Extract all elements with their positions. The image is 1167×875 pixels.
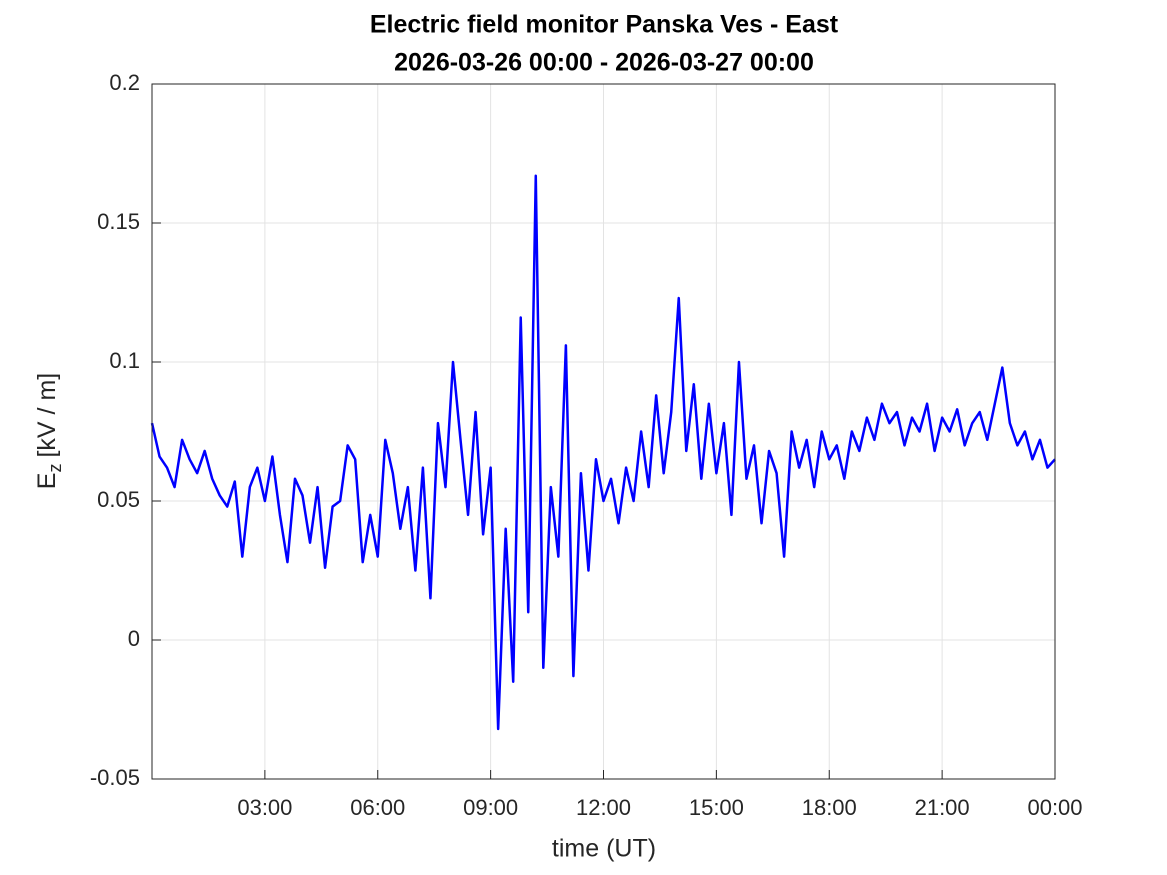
axes-box bbox=[151, 83, 1056, 780]
x-tick-label: 21:00 bbox=[915, 795, 970, 820]
x-tick-label: 09:00 bbox=[463, 795, 518, 820]
y-axis-label-subscript: z bbox=[45, 464, 65, 473]
data-line bbox=[150, 174, 1056, 731]
x-tick-label: 06:00 bbox=[350, 795, 405, 820]
chart-subtitle: 2026-03-26 00:00 - 2026-03-27 00:00 bbox=[394, 49, 814, 77]
y-tick-label: 0.05 bbox=[97, 487, 140, 512]
x-tick-label: 00:00 bbox=[1027, 795, 1082, 820]
y-tick-label: 0.2 bbox=[109, 70, 140, 95]
x-tick-label: 15:00 bbox=[689, 795, 744, 820]
y-tick-label: 0.1 bbox=[109, 348, 140, 373]
x-axis-label: time (UT) bbox=[552, 835, 656, 863]
y-axis-label-main: E bbox=[33, 473, 61, 490]
y-tick-label: 0 bbox=[128, 626, 140, 651]
x-tick-label: 03:00 bbox=[237, 795, 292, 820]
y-tick-label: -0.05 bbox=[90, 765, 140, 790]
x-tick-label: 12:00 bbox=[576, 795, 631, 820]
y-axis-label: Ez [kV / m] bbox=[33, 373, 65, 489]
chart-title: Electric field monitor Panska Ves - East bbox=[370, 11, 839, 39]
y-tick-label: 0.15 bbox=[97, 209, 140, 234]
x-tick-label: 18:00 bbox=[802, 795, 857, 820]
y-axis-label-unit: [kV / m] bbox=[33, 373, 61, 458]
